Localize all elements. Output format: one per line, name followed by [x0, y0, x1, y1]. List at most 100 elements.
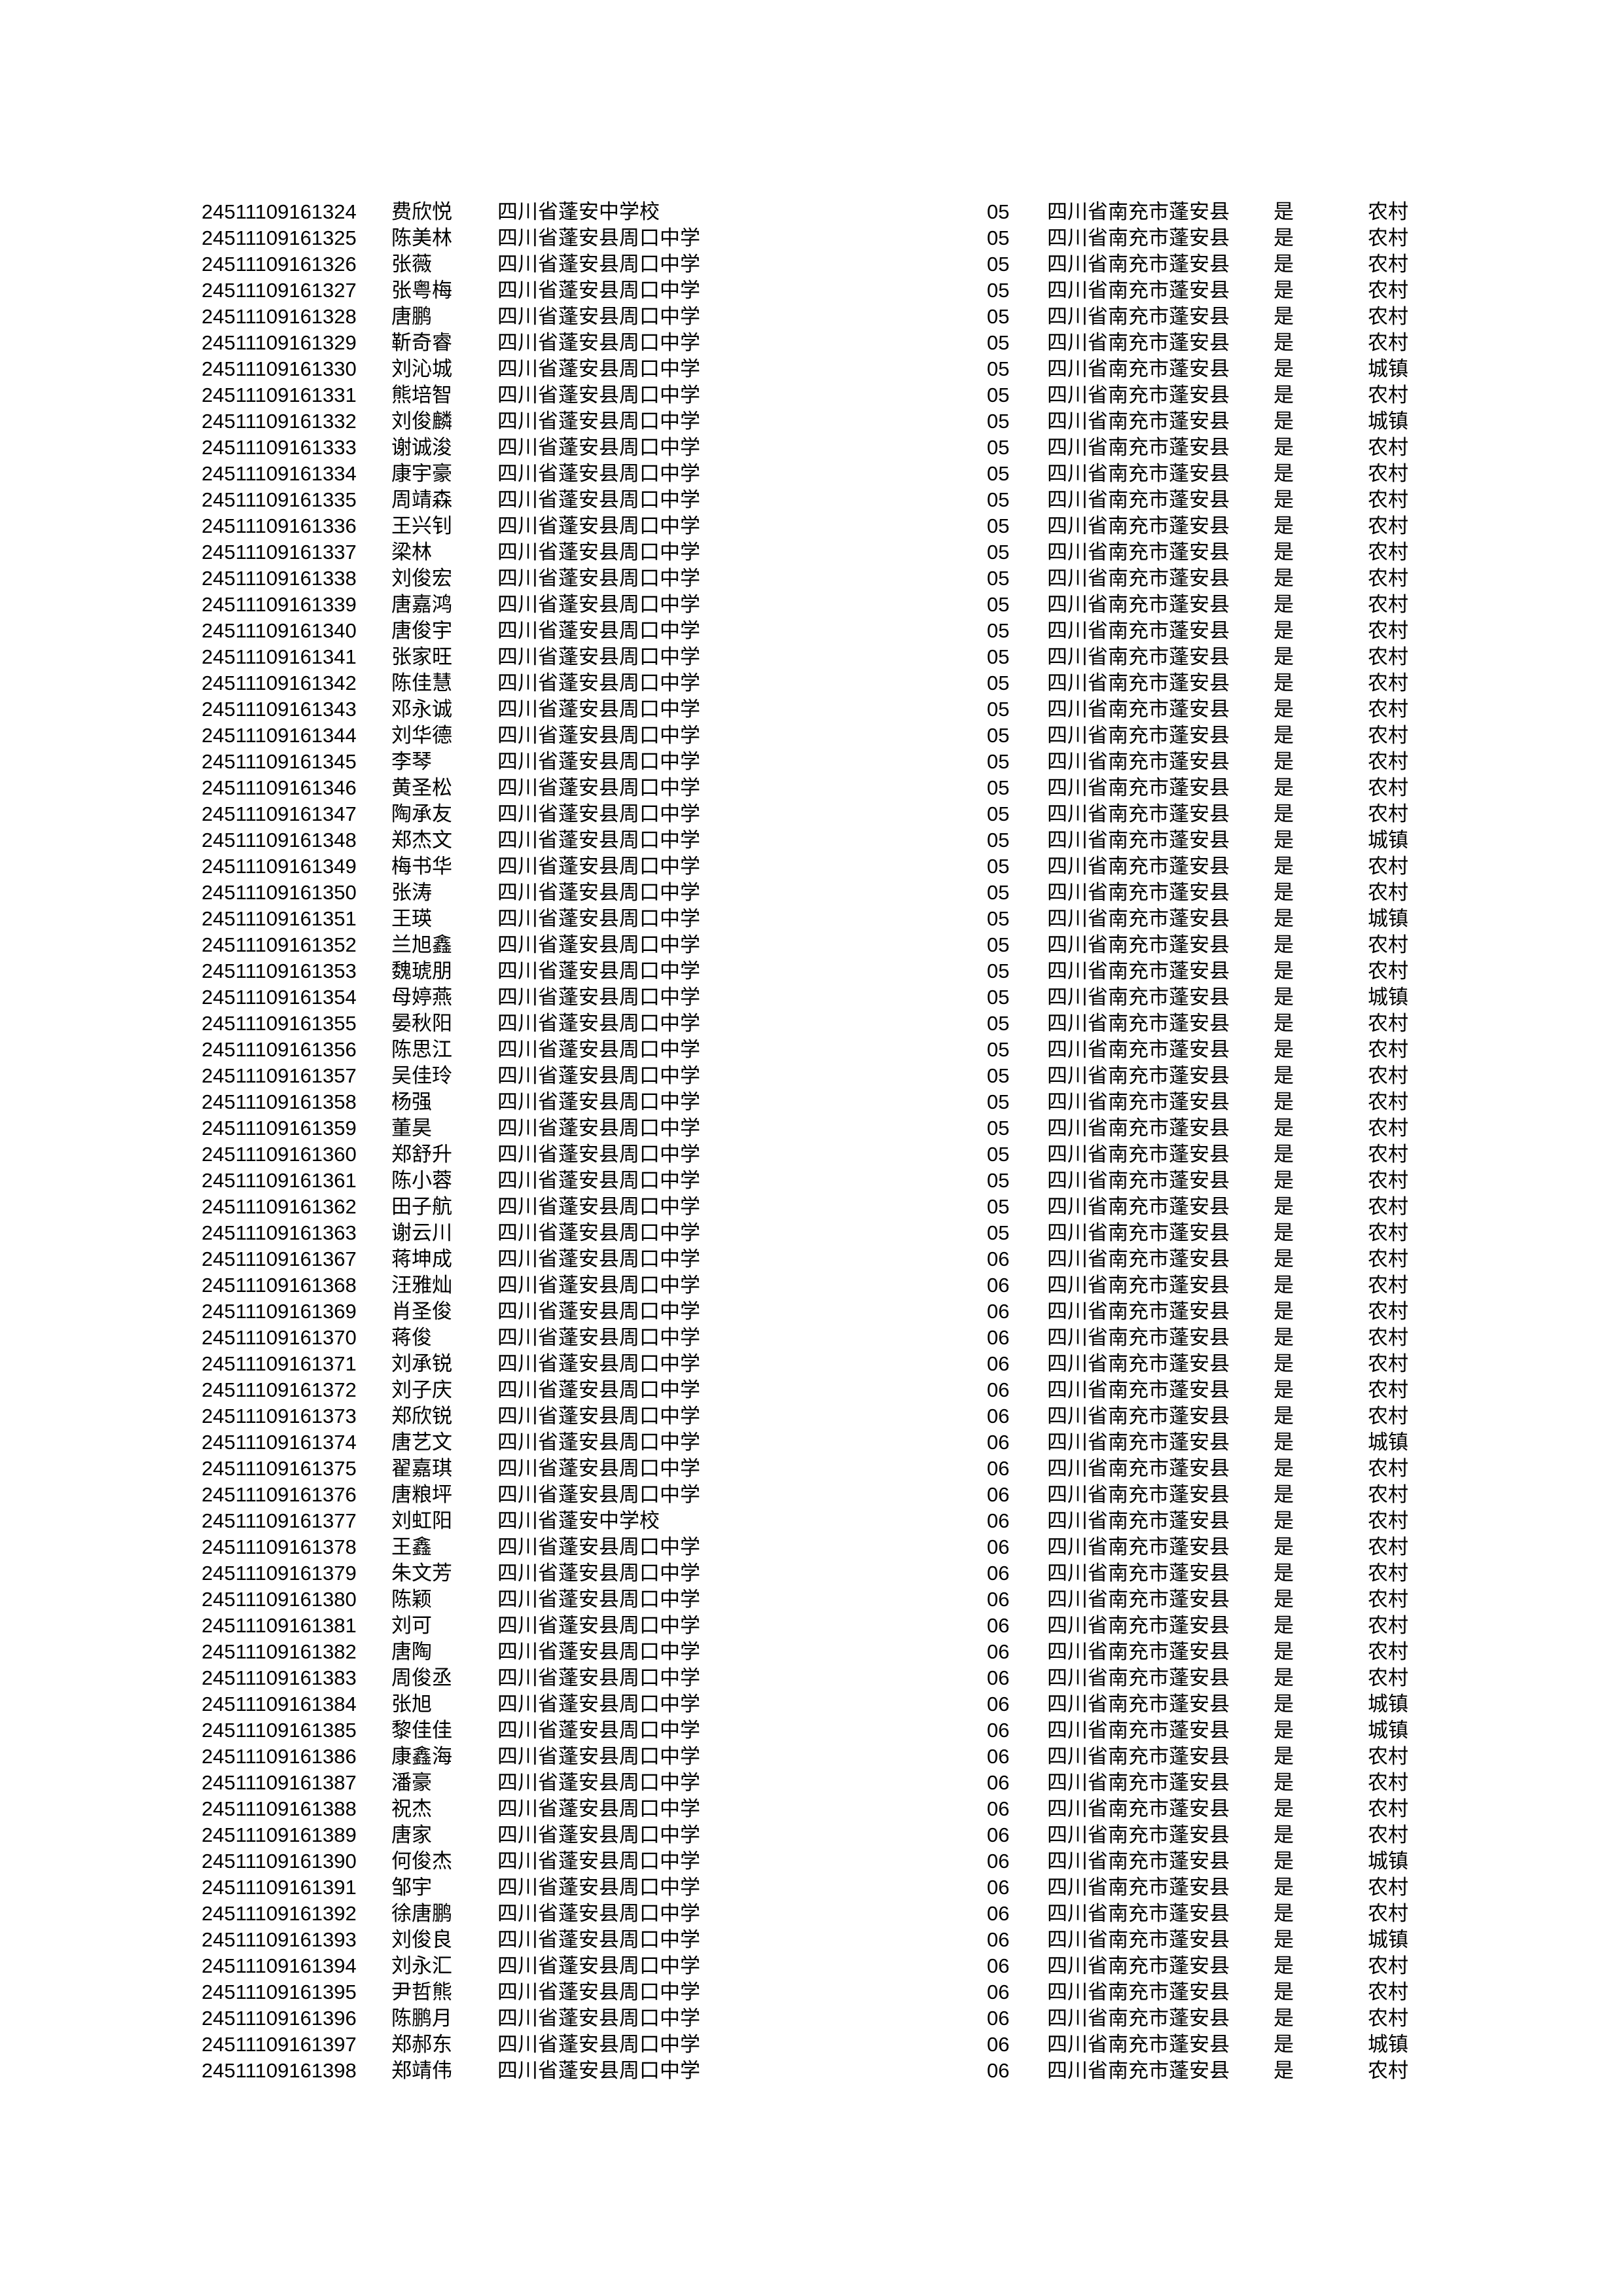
eligibility-cell: 是 — [1274, 645, 1294, 668]
region-cell: 四川省南充市蓬安县 — [1047, 829, 1230, 852]
region-cell: 四川省南充市蓬安县 — [1047, 1457, 1230, 1480]
table-row: 24511109161371 刘承锐 四川省蓬安县周口中学 06 四川省南充市蓬安县 是 农… — [0, 1351, 1623, 1377]
student-name-cell: 吴佳玲 — [391, 1064, 452, 1087]
table-row: 24511109161383 周俊丞 四川省蓬安县周口中学 06 四川省南充市蓬安县 是 农… — [0, 1665, 1623, 1691]
region-cell: 四川省南充市蓬安县 — [1047, 1378, 1230, 1401]
school-cell: 四川省蓬安县周口中学 — [497, 750, 700, 773]
table-row: 24511109161362 田子航 四川省蓬安县周口中学 05 四川省南充市蓬安县 是 农… — [0, 1194, 1623, 1220]
exam-id-cell: 24511109161369 — [202, 1300, 357, 1323]
residence-type-cell: 城镇 — [1368, 829, 1408, 852]
region-cell: 四川省南充市蓬安县 — [1047, 279, 1230, 302]
region-cell: 四川省南充市蓬安县 — [1047, 672, 1230, 694]
class-code-cell: 06 — [987, 1981, 1010, 2003]
region-cell: 四川省南充市蓬安县 — [1047, 1300, 1230, 1323]
class-code-cell: 05 — [987, 305, 1010, 328]
student-name-cell: 郑郝东 — [391, 2033, 452, 2056]
eligibility-cell: 是 — [1274, 462, 1294, 485]
residence-type-cell: 农村 — [1368, 1745, 1408, 1768]
student-name-cell: 母婷燕 — [391, 986, 452, 1009]
table-row: 24511109161344 刘华德 四川省蓬安县周口中学 05 四川省南充市蓬安县 是 农… — [0, 723, 1623, 749]
class-code-cell: 06 — [987, 1431, 1010, 1454]
school-cell: 四川省蓬安县周口中学 — [497, 1012, 700, 1035]
student-name-cell: 蒋俊 — [391, 1326, 432, 1349]
table-row: 24511109161363 谢云川 四川省蓬安县周口中学 05 四川省南充市蓬安县 是 农… — [0, 1220, 1623, 1246]
table-row: 24511109161386 康鑫海 四川省蓬安县周口中学 06 四川省南充市蓬安县 是 农… — [0, 1744, 1623, 1770]
residence-type-cell: 农村 — [1368, 1012, 1408, 1035]
eligibility-cell: 是 — [1274, 541, 1294, 564]
student-name-cell: 徐唐鹏 — [391, 1902, 452, 1925]
eligibility-cell: 是 — [1274, 1352, 1294, 1375]
eligibility-cell: 是 — [1274, 986, 1294, 1009]
residence-type-cell: 农村 — [1368, 488, 1408, 511]
region-cell: 四川省南充市蓬安县 — [1047, 1535, 1230, 1558]
class-code-cell: 05 — [987, 1169, 1010, 1192]
table-row: 24511109161352 兰旭鑫 四川省蓬安县周口中学 05 四川省南充市蓬安县 是 农… — [0, 932, 1623, 958]
class-code-cell: 05 — [987, 488, 1010, 511]
region-cell: 四川省南充市蓬安县 — [1047, 960, 1230, 982]
eligibility-cell: 是 — [1274, 1117, 1294, 1139]
class-code-cell: 05 — [987, 933, 1010, 956]
exam-id-cell: 24511109161331 — [202, 384, 357, 406]
residence-type-cell: 城镇 — [1368, 1928, 1408, 1951]
exam-id-cell: 24511109161357 — [202, 1064, 357, 1087]
residence-type-cell: 农村 — [1368, 2007, 1408, 2030]
class-code-cell: 05 — [987, 802, 1010, 825]
region-cell: 四川省南充市蓬安县 — [1047, 802, 1230, 825]
table-row: 24511109161368 汪雅灿 四川省蓬安县周口中学 06 四川省南充市蓬安县 是 农… — [0, 1272, 1623, 1299]
class-code-cell: 05 — [987, 881, 1010, 904]
student-name-cell: 唐俊宇 — [391, 619, 452, 642]
class-code-cell: 05 — [987, 645, 1010, 668]
region-cell: 四川省南充市蓬安县 — [1047, 462, 1230, 485]
residence-type-cell: 农村 — [1368, 567, 1408, 590]
exam-id-cell: 24511109161335 — [202, 488, 357, 511]
residence-type-cell: 农村 — [1368, 1221, 1408, 1244]
class-code-cell: 05 — [987, 829, 1010, 852]
school-cell: 四川省蓬安县周口中学 — [497, 645, 700, 668]
student-name-cell: 李琴 — [391, 750, 432, 773]
student-name-cell: 陈美林 — [391, 226, 452, 249]
class-code-cell: 05 — [987, 1195, 1010, 1218]
region-cell: 四川省南充市蓬安县 — [1047, 1823, 1230, 1846]
student-name-cell: 邓永诚 — [391, 698, 452, 721]
residence-type-cell: 农村 — [1368, 1169, 1408, 1192]
exam-id-cell: 24511109161328 — [202, 305, 357, 328]
eligibility-cell: 是 — [1274, 776, 1294, 799]
school-cell: 四川省蓬安县周口中学 — [497, 331, 700, 354]
region-cell: 四川省南充市蓬安县 — [1047, 776, 1230, 799]
region-cell: 四川省南充市蓬安县 — [1047, 619, 1230, 642]
exam-id-cell: 24511109161341 — [202, 645, 357, 668]
residence-type-cell: 农村 — [1368, 672, 1408, 694]
table-row: 24511109161339 唐嘉鸿 四川省蓬安县周口中学 05 四川省南充市蓬安县 是 农… — [0, 592, 1623, 618]
table-row: 24511109161382 唐陶 四川省蓬安县周口中学 06 四川省南充市蓬安县 是 农村 — [0, 1639, 1623, 1665]
student-name-cell: 费欣悦 — [391, 200, 452, 223]
exam-id-cell: 24511109161379 — [202, 1562, 357, 1585]
region-cell: 四川省南充市蓬安县 — [1047, 1326, 1230, 1349]
eligibility-cell: 是 — [1274, 1038, 1294, 1061]
student-name-cell: 梅书华 — [391, 855, 452, 878]
exam-id-cell: 24511109161346 — [202, 776, 357, 799]
student-name-cell: 陈佳慧 — [391, 672, 452, 694]
exam-id-cell: 24511109161339 — [202, 593, 357, 616]
residence-type-cell: 农村 — [1368, 1797, 1408, 1820]
residence-type-cell: 农村 — [1368, 1640, 1408, 1663]
exam-id-cell: 24511109161336 — [202, 514, 357, 537]
region-cell: 四川省南充市蓬安县 — [1047, 1666, 1230, 1689]
residence-type-cell: 城镇 — [1368, 2033, 1408, 2056]
eligibility-cell: 是 — [1274, 1326, 1294, 1349]
region-cell: 四川省南充市蓬安县 — [1047, 986, 1230, 1009]
student-name-cell: 刘可 — [391, 1614, 432, 1637]
table-row: 24511109161360 郑舒升 四川省蓬安县周口中学 05 四川省南充市蓬安县 是 农… — [0, 1141, 1623, 1168]
class-code-cell: 05 — [987, 855, 1010, 878]
region-cell: 四川省南充市蓬安县 — [1047, 488, 1230, 511]
school-cell: 四川省蓬安县周口中学 — [497, 1876, 700, 1899]
table-row: 24511109161329 靳奇睿 四川省蓬安县周口中学 05 四川省南充市蓬安县 是 农… — [0, 330, 1623, 356]
student-name-cell: 潘豪 — [391, 1771, 432, 1794]
residence-type-cell: 农村 — [1368, 933, 1408, 956]
table-row: 24511109161332 刘俊麟 四川省蓬安县周口中学 05 四川省南充市蓬安县 是 城… — [0, 408, 1623, 435]
exam-id-cell: 24511109161358 — [202, 1090, 357, 1113]
exam-id-cell: 24511109161330 — [202, 357, 357, 380]
class-code-cell: 05 — [987, 776, 1010, 799]
school-cell: 四川省蓬安县周口中学 — [497, 1274, 700, 1297]
exam-id-cell: 24511109161334 — [202, 462, 357, 485]
region-cell: 四川省南充市蓬安县 — [1047, 645, 1230, 668]
